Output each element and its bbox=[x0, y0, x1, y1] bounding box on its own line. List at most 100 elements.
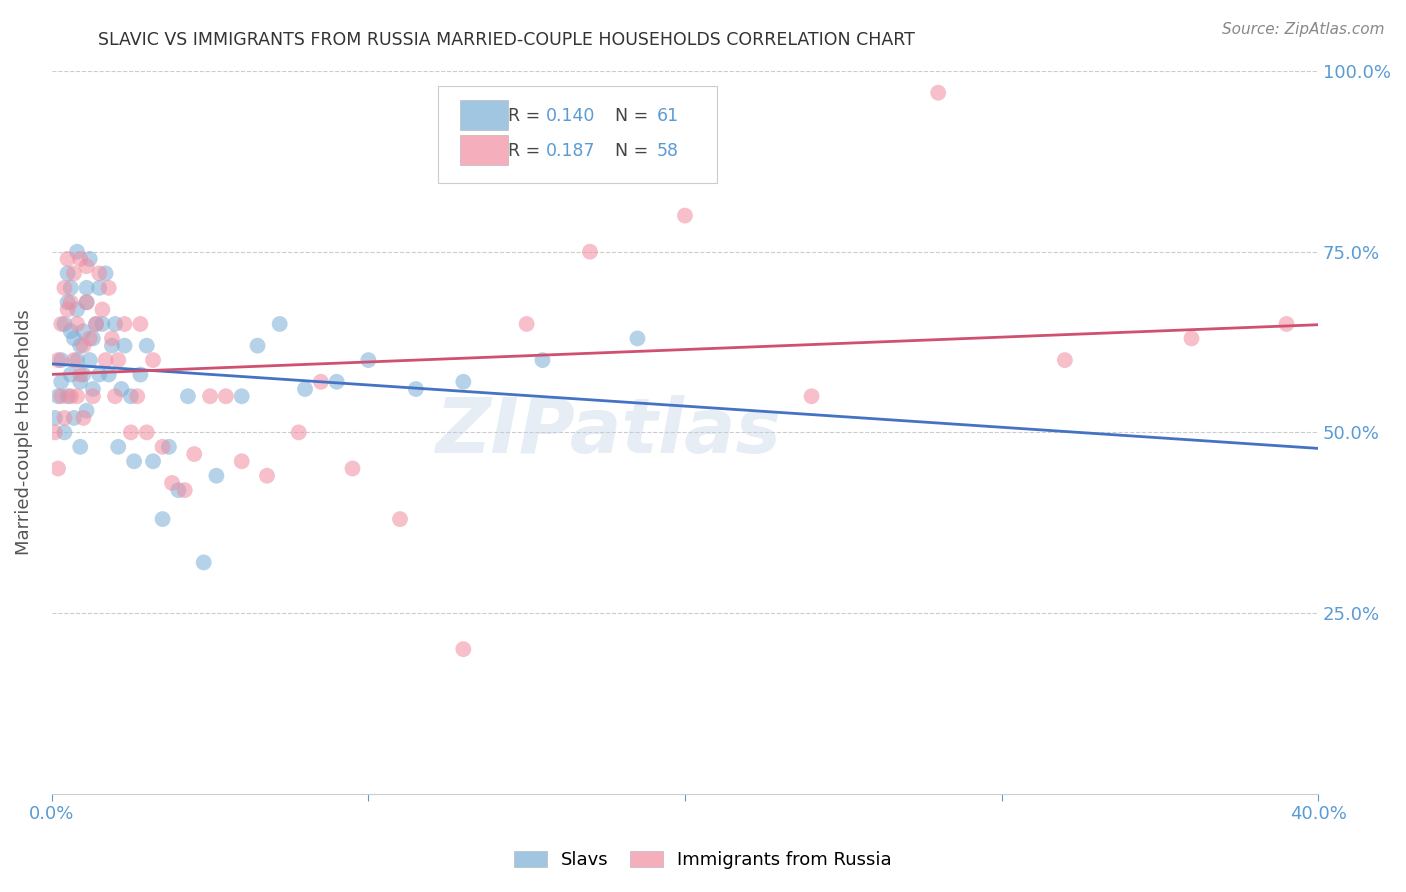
Point bbox=[531, 353, 554, 368]
Point bbox=[59, 324, 82, 338]
Point bbox=[1275, 317, 1298, 331]
Legend: Slavs, Immigrants from Russia: Slavs, Immigrants from Russia bbox=[505, 842, 901, 879]
Point bbox=[44, 411, 66, 425]
Point bbox=[56, 266, 79, 280]
Point bbox=[114, 317, 136, 331]
Point bbox=[84, 317, 107, 331]
Text: 61: 61 bbox=[657, 107, 679, 125]
Point bbox=[269, 317, 291, 331]
Point bbox=[110, 382, 132, 396]
Point bbox=[76, 295, 98, 310]
Point bbox=[342, 461, 364, 475]
Point bbox=[193, 556, 215, 570]
Point bbox=[127, 389, 149, 403]
Point bbox=[256, 468, 278, 483]
Text: ZIPatlas: ZIPatlas bbox=[436, 395, 782, 469]
Point bbox=[135, 339, 157, 353]
Point bbox=[53, 411, 76, 425]
Point bbox=[69, 252, 91, 266]
FancyBboxPatch shape bbox=[439, 86, 717, 183]
Point bbox=[122, 454, 145, 468]
Point bbox=[63, 331, 86, 345]
Point bbox=[53, 425, 76, 440]
Text: N =: N = bbox=[605, 142, 654, 160]
Point bbox=[167, 483, 190, 498]
Point bbox=[56, 252, 79, 266]
Point bbox=[53, 317, 76, 331]
Point bbox=[205, 468, 228, 483]
Point bbox=[63, 411, 86, 425]
Point bbox=[79, 353, 101, 368]
Point bbox=[673, 209, 696, 223]
Point bbox=[94, 266, 117, 280]
Point bbox=[97, 281, 120, 295]
Point bbox=[1180, 331, 1202, 345]
Point bbox=[101, 331, 124, 345]
Point bbox=[53, 281, 76, 295]
Point bbox=[107, 440, 129, 454]
Point bbox=[183, 447, 205, 461]
Point bbox=[927, 86, 949, 100]
Point bbox=[76, 403, 98, 417]
Point bbox=[198, 389, 221, 403]
Point bbox=[405, 382, 427, 396]
Point bbox=[129, 317, 152, 331]
Point bbox=[453, 375, 475, 389]
Point bbox=[294, 382, 316, 396]
Point bbox=[72, 368, 94, 382]
Point bbox=[231, 389, 253, 403]
Point bbox=[56, 389, 79, 403]
Point bbox=[516, 317, 538, 331]
Text: Source: ZipAtlas.com: Source: ZipAtlas.com bbox=[1222, 22, 1385, 37]
Point bbox=[1053, 353, 1076, 368]
FancyBboxPatch shape bbox=[460, 135, 508, 165]
Point bbox=[152, 512, 174, 526]
Point bbox=[66, 389, 89, 403]
Point bbox=[579, 244, 602, 259]
Point bbox=[56, 295, 79, 310]
Point bbox=[215, 389, 238, 403]
Point bbox=[46, 389, 69, 403]
Point bbox=[357, 353, 380, 368]
Point bbox=[325, 375, 347, 389]
Point bbox=[63, 266, 86, 280]
Point bbox=[135, 425, 157, 440]
Point bbox=[173, 483, 195, 498]
Point bbox=[231, 454, 253, 468]
Text: 0.140: 0.140 bbox=[546, 107, 595, 125]
Point bbox=[82, 382, 104, 396]
Point bbox=[800, 389, 823, 403]
Point bbox=[246, 339, 269, 353]
Point bbox=[104, 389, 127, 403]
Point bbox=[72, 324, 94, 338]
Point bbox=[46, 461, 69, 475]
Point bbox=[66, 317, 89, 331]
Point bbox=[89, 368, 111, 382]
Point bbox=[46, 353, 69, 368]
Point bbox=[177, 389, 200, 403]
Text: N =: N = bbox=[605, 107, 654, 125]
Point bbox=[120, 389, 142, 403]
Point bbox=[51, 389, 73, 403]
Point bbox=[79, 252, 101, 266]
Point bbox=[69, 440, 91, 454]
Point bbox=[114, 339, 136, 353]
Point bbox=[157, 440, 180, 454]
Point bbox=[152, 440, 174, 454]
Point bbox=[72, 411, 94, 425]
Text: SLAVIC VS IMMIGRANTS FROM RUSSIA MARRIED-COUPLE HOUSEHOLDS CORRELATION CHART: SLAVIC VS IMMIGRANTS FROM RUSSIA MARRIED… bbox=[98, 31, 915, 49]
Point bbox=[51, 317, 73, 331]
Point bbox=[89, 281, 111, 295]
Point bbox=[287, 425, 309, 440]
Point bbox=[107, 353, 129, 368]
Point bbox=[66, 244, 89, 259]
Point bbox=[69, 375, 91, 389]
Y-axis label: Married-couple Households: Married-couple Households bbox=[15, 310, 32, 555]
Point bbox=[101, 339, 124, 353]
Text: R =: R = bbox=[508, 107, 546, 125]
Text: 58: 58 bbox=[657, 142, 679, 160]
Point bbox=[59, 295, 82, 310]
Point bbox=[129, 368, 152, 382]
Point bbox=[82, 331, 104, 345]
Point bbox=[69, 368, 91, 382]
